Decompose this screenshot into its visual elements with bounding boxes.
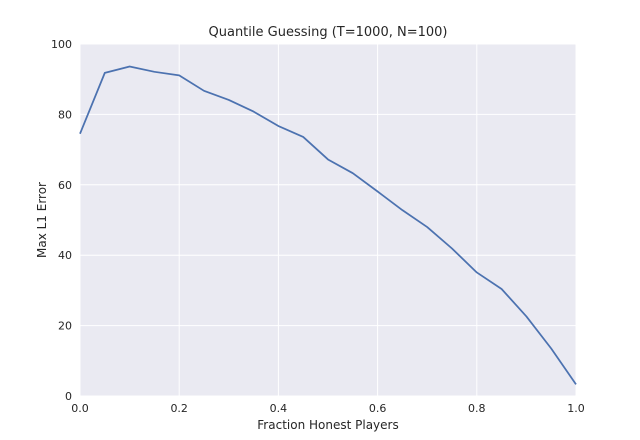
series-line — [79, 65, 577, 385]
y-tick-label: 0 — [65, 390, 72, 403]
chart-title: Quantile Guessing (T=1000, N=100) — [209, 25, 448, 40]
x-tick-label: 1.0 — [567, 402, 585, 415]
y-tick-label: 80 — [58, 108, 72, 121]
y-tick-label: 40 — [58, 249, 72, 262]
x-tick-label: 0.2 — [170, 402, 188, 415]
series-layer — [79, 65, 577, 385]
y-axis-label: Max L1 Error — [35, 182, 49, 258]
grid-lines — [79, 43, 577, 397]
x-tick-label: 0.8 — [468, 402, 486, 415]
x-axis-label: Fraction Honest Players — [257, 418, 398, 432]
plot-area — [80, 44, 576, 396]
y-axis-ticks: 0 20 40 60 80 100 — [51, 38, 72, 403]
y-tick-label: 100 — [51, 38, 72, 51]
x-tick-label: 0.6 — [369, 402, 387, 415]
y-tick-label: 60 — [58, 179, 72, 192]
x-axis-ticks: 0.0 0.2 0.4 0.6 0.8 1.0 — [71, 402, 585, 415]
x-tick-label: 0.0 — [71, 402, 89, 415]
x-tick-label: 0.4 — [270, 402, 288, 415]
y-tick-label: 20 — [58, 320, 72, 333]
